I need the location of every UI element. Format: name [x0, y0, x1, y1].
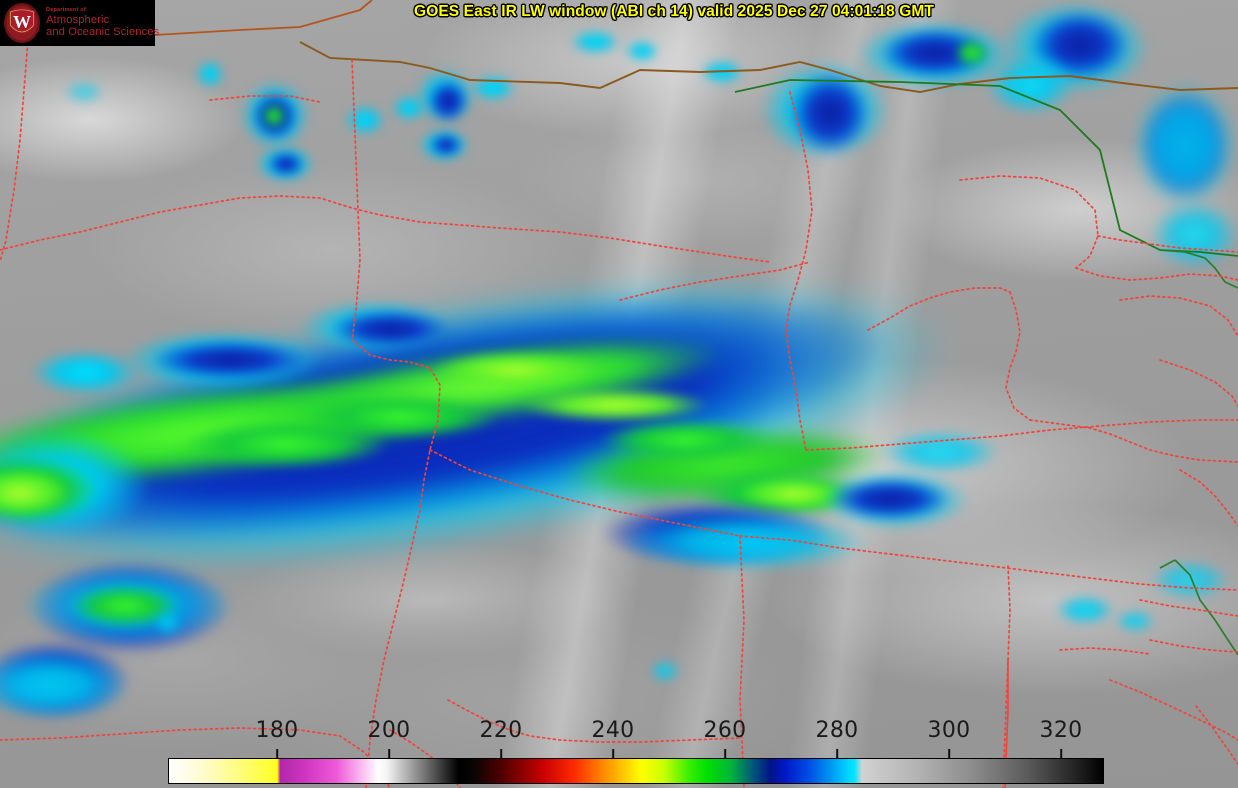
- colorbar-tick-label: 300: [927, 718, 971, 743]
- cloud-cell: [150, 340, 310, 380]
- state-border: [739, 535, 745, 788]
- county-border: [1139, 599, 1238, 617]
- page-title: GOES East IR LW window (ABI ch 14) valid…: [414, 3, 934, 20]
- cloud-cell: [196, 60, 224, 88]
- state-border: [739, 535, 1238, 591]
- colorbar-group: 180 200 220 240 260 280 300 320: [0, 718, 1238, 788]
- colorbar-tick-mark: [612, 749, 614, 759]
- cloud-cell: [155, 612, 181, 634]
- county-border: [1029, 419, 1238, 463]
- county-border: [1005, 291, 1031, 421]
- colorbar-tick-mark: [500, 749, 502, 759]
- county-border: [0, 727, 391, 788]
- cloud-cell: [330, 310, 450, 348]
- county-border: [867, 287, 1011, 331]
- cloud-cell: [1115, 610, 1155, 632]
- state-border: [351, 59, 361, 341]
- county-border: [959, 175, 1099, 269]
- county-border: [1159, 359, 1238, 407]
- cloud-cell: [64, 80, 104, 104]
- colorbar-tick-mark: [724, 749, 726, 759]
- cloud-cell: [520, 388, 710, 422]
- cloud-cell: [262, 104, 286, 128]
- colorbar-tick-label: 280: [815, 718, 859, 743]
- cloud-cell: [625, 40, 659, 62]
- cloud-cell: [1150, 200, 1238, 270]
- cloud-cell: [830, 478, 950, 520]
- international-border-road: [299, 41, 1238, 93]
- canada-us-border: [734, 79, 1238, 257]
- cloud-cell: [0, 650, 130, 720]
- county-border: [619, 261, 811, 301]
- county-border: [1179, 469, 1238, 527]
- state-border: [0, 195, 771, 263]
- state-border: [351, 339, 441, 788]
- cloud-cell: [985, 55, 1075, 115]
- colorbar-tick-marks: [0, 749, 1238, 759]
- state-border: [1002, 565, 1011, 788]
- svg-text:W: W: [13, 12, 31, 32]
- county-border: [1097, 235, 1238, 253]
- state-border: [785, 91, 813, 451]
- colorbar-tick-mark: [836, 749, 838, 759]
- cloud-cell: [345, 105, 385, 135]
- county-border: [1059, 647, 1151, 655]
- lake-shore: [1174, 559, 1238, 656]
- colorbar-tick-label: 220: [479, 718, 523, 743]
- colorbar-tick-label: 260: [703, 718, 747, 743]
- county-border: [447, 699, 741, 743]
- cloud-cell: [955, 40, 989, 66]
- colorbar-tick-mark: [1060, 749, 1062, 759]
- cloud-cell: [430, 352, 600, 388]
- county-border: [1075, 267, 1238, 281]
- logo-line-1: Atmospheric: [46, 13, 110, 26]
- cloud-cell: [790, 72, 870, 154]
- logo-text: Department of Atmospheric and Oceanic Sc…: [46, 6, 160, 38]
- uw-madison-crest-icon: W: [2, 2, 42, 44]
- department-logo: W Department of Atmospheric and Oceanic …: [0, 0, 159, 46]
- lake-shore: [1159, 249, 1238, 289]
- cloud-cell: [570, 30, 620, 54]
- state-border: [429, 449, 741, 537]
- colorbar-tick-label: 240: [591, 718, 635, 743]
- county-border: [1149, 639, 1238, 653]
- cloud-cell: [428, 80, 468, 122]
- logo-kicker: Department of: [46, 6, 86, 13]
- cloud-cell: [30, 350, 140, 395]
- brightness-temperature-colorbar: [168, 758, 1104, 784]
- cloud-cell: [1130, 80, 1238, 210]
- county-border: [1195, 705, 1238, 765]
- cloud-cell: [650, 660, 680, 682]
- cloud-cell: [620, 512, 870, 572]
- colorbar-tick-mark: [276, 749, 278, 759]
- lake-shore: [1159, 559, 1176, 569]
- county-border: [1109, 679, 1238, 741]
- state-border: [805, 419, 1238, 451]
- county-border: [1119, 295, 1238, 337]
- colorbar-tick-labels: 180 200 220 240 260 280 300 320: [0, 718, 1238, 748]
- colorbar-tick-mark: [948, 749, 950, 759]
- colorbar-tick-mark: [388, 749, 390, 759]
- county-border: [209, 95, 321, 103]
- colorbar-tick-label: 180: [255, 718, 299, 743]
- cloud-cell: [1055, 595, 1115, 625]
- cloud-cell: [600, 420, 770, 460]
- colorbar-tick-label: 200: [367, 718, 411, 743]
- cloud-cell: [430, 134, 462, 156]
- logo-line-2: and Oceanic Sciences: [46, 25, 160, 38]
- cloud-cell: [268, 152, 304, 176]
- colorbar-tick-label: 320: [1039, 718, 1083, 743]
- cloud-cell: [180, 420, 390, 468]
